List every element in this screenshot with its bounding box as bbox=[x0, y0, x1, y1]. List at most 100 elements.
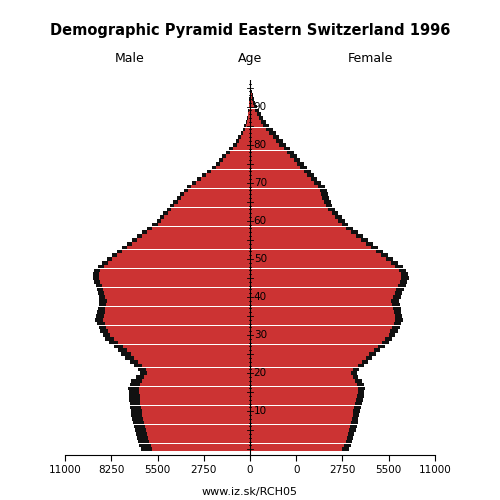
Bar bbox=[130, 402, 250, 406]
Bar bbox=[250, 280, 400, 283]
Bar bbox=[144, 421, 250, 424]
Bar bbox=[250, 166, 300, 170]
Bar bbox=[250, 368, 360, 371]
Bar bbox=[250, 196, 329, 200]
Bar bbox=[167, 208, 250, 211]
Bar bbox=[104, 310, 250, 314]
Bar bbox=[97, 310, 250, 314]
Bar bbox=[96, 284, 250, 288]
Bar bbox=[250, 268, 399, 272]
Bar bbox=[250, 276, 409, 280]
Bar bbox=[250, 444, 351, 448]
Bar bbox=[250, 97, 252, 101]
Bar bbox=[117, 254, 250, 257]
Bar bbox=[250, 154, 290, 158]
Bar bbox=[250, 139, 283, 142]
Bar bbox=[250, 413, 352, 417]
Bar bbox=[212, 166, 250, 170]
Bar bbox=[250, 242, 366, 246]
Bar bbox=[250, 97, 254, 101]
Bar bbox=[134, 424, 250, 428]
Bar bbox=[104, 314, 250, 318]
Bar bbox=[250, 200, 330, 203]
Bar bbox=[250, 440, 352, 444]
Bar bbox=[250, 158, 300, 162]
Bar bbox=[132, 413, 250, 417]
Bar bbox=[250, 421, 351, 424]
Bar bbox=[250, 424, 357, 428]
Bar bbox=[250, 356, 366, 360]
Bar bbox=[250, 436, 354, 440]
Bar bbox=[112, 257, 250, 260]
Bar bbox=[164, 215, 250, 219]
Bar bbox=[142, 230, 250, 234]
Bar bbox=[130, 352, 250, 356]
Bar bbox=[110, 334, 250, 337]
Bar bbox=[94, 268, 250, 272]
Bar bbox=[130, 383, 250, 386]
Bar bbox=[250, 406, 354, 409]
Bar bbox=[250, 264, 403, 268]
Bar bbox=[236, 143, 250, 146]
Bar bbox=[106, 326, 250, 330]
Bar bbox=[148, 436, 250, 440]
Bar bbox=[226, 154, 250, 158]
Bar bbox=[223, 158, 250, 162]
Bar bbox=[250, 394, 357, 398]
Bar bbox=[250, 413, 360, 417]
Text: 30: 30 bbox=[254, 330, 267, 340]
Bar bbox=[140, 383, 250, 386]
Bar bbox=[188, 188, 250, 192]
Bar bbox=[250, 200, 324, 203]
Bar bbox=[146, 428, 250, 432]
Bar bbox=[250, 330, 398, 333]
Bar bbox=[250, 272, 400, 276]
Bar bbox=[128, 386, 250, 390]
Bar bbox=[250, 326, 400, 330]
Text: www.iz.sk/RCH05: www.iz.sk/RCH05 bbox=[202, 488, 298, 498]
Bar bbox=[134, 364, 250, 368]
Bar bbox=[156, 219, 250, 222]
Bar bbox=[250, 238, 368, 242]
Bar bbox=[250, 295, 393, 299]
Text: Female: Female bbox=[348, 52, 393, 65]
Bar bbox=[171, 208, 250, 211]
Bar bbox=[250, 261, 398, 264]
Bar bbox=[250, 379, 355, 382]
Bar bbox=[250, 204, 332, 208]
Bar bbox=[112, 254, 250, 257]
Bar bbox=[233, 146, 250, 150]
Bar bbox=[152, 223, 250, 226]
Bar bbox=[250, 242, 373, 246]
Bar bbox=[168, 212, 250, 215]
Bar bbox=[250, 238, 361, 242]
Bar bbox=[250, 226, 352, 230]
Bar bbox=[250, 337, 392, 340]
Bar bbox=[250, 246, 378, 250]
Bar bbox=[246, 124, 250, 128]
Bar bbox=[100, 330, 250, 333]
Bar bbox=[242, 136, 250, 139]
Bar bbox=[201, 177, 250, 181]
Bar bbox=[250, 394, 364, 398]
Bar bbox=[207, 170, 250, 173]
Bar bbox=[220, 162, 250, 166]
Bar bbox=[233, 143, 250, 146]
Bar bbox=[187, 185, 250, 188]
Bar bbox=[250, 432, 348, 436]
Bar bbox=[114, 344, 250, 348]
Bar bbox=[106, 295, 250, 299]
Bar bbox=[244, 124, 250, 128]
Bar bbox=[250, 250, 376, 253]
Bar bbox=[250, 230, 358, 234]
Bar bbox=[247, 120, 250, 124]
Bar bbox=[250, 105, 256, 108]
Bar bbox=[250, 280, 407, 283]
Bar bbox=[250, 314, 402, 318]
Bar bbox=[250, 306, 393, 310]
Text: Age: Age bbox=[238, 52, 262, 65]
Bar bbox=[250, 448, 342, 451]
Bar bbox=[250, 250, 383, 253]
Bar bbox=[250, 360, 368, 364]
Bar bbox=[136, 432, 250, 436]
